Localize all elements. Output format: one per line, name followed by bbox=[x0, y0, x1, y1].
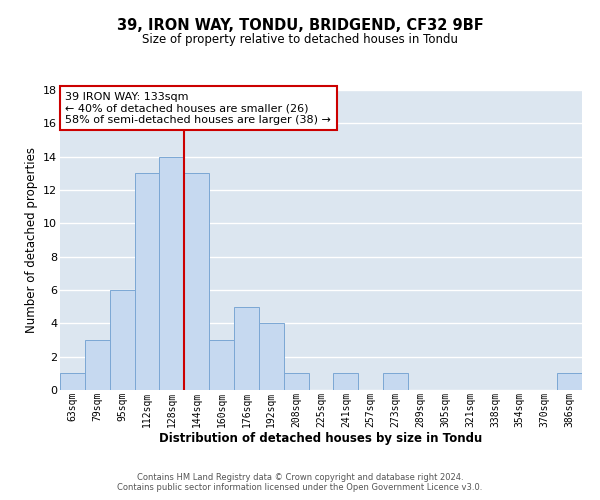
Bar bbox=[60, 374, 85, 390]
Text: 39, IRON WAY, TONDU, BRIDGEND, CF32 9BF: 39, IRON WAY, TONDU, BRIDGEND, CF32 9BF bbox=[116, 18, 484, 32]
Bar bbox=[284, 374, 308, 390]
Bar bbox=[134, 174, 160, 390]
Bar bbox=[160, 156, 184, 390]
Bar bbox=[383, 374, 408, 390]
Bar bbox=[334, 374, 358, 390]
Bar bbox=[259, 324, 284, 390]
Bar bbox=[110, 290, 134, 390]
Bar bbox=[209, 340, 234, 390]
Y-axis label: Number of detached properties: Number of detached properties bbox=[25, 147, 38, 333]
Bar bbox=[184, 174, 209, 390]
Bar bbox=[557, 374, 582, 390]
Text: Size of property relative to detached houses in Tondu: Size of property relative to detached ho… bbox=[142, 32, 458, 46]
Bar bbox=[85, 340, 110, 390]
X-axis label: Distribution of detached houses by size in Tondu: Distribution of detached houses by size … bbox=[160, 432, 482, 445]
Text: Contains HM Land Registry data © Crown copyright and database right 2024.
Contai: Contains HM Land Registry data © Crown c… bbox=[118, 473, 482, 492]
Text: 39 IRON WAY: 133sqm
← 40% of detached houses are smaller (26)
58% of semi-detach: 39 IRON WAY: 133sqm ← 40% of detached ho… bbox=[65, 92, 331, 124]
Bar bbox=[234, 306, 259, 390]
